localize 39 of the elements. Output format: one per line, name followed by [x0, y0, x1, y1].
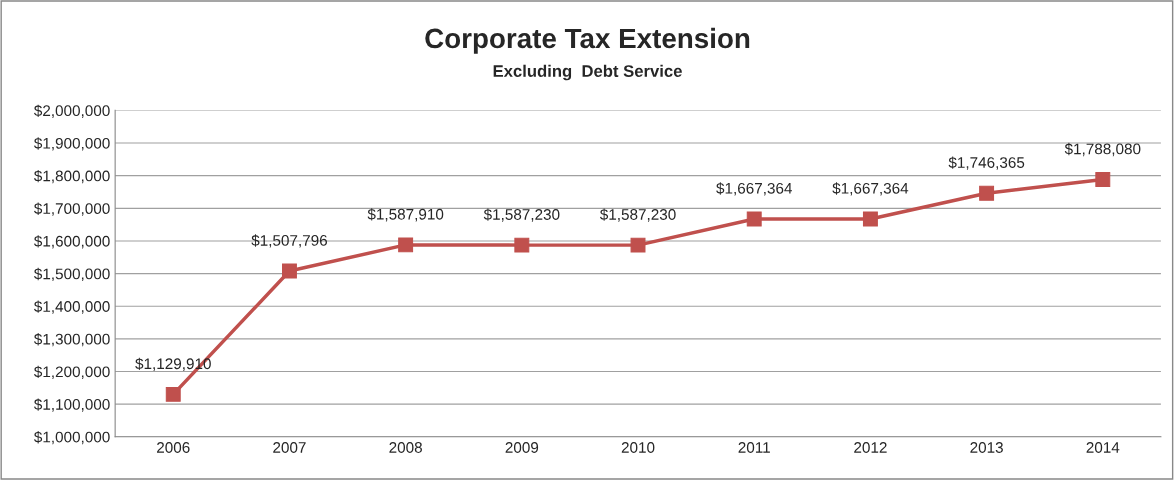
point — [630, 237, 646, 253]
point — [281, 263, 297, 279]
y-tick-label: $1,100,000 — [34, 398, 110, 412]
point — [862, 211, 878, 227]
data-label: $1,788,080 — [1064, 142, 1141, 157]
x-tick-label: 2014 — [1086, 442, 1120, 453]
data-label: $1,507,796 — [251, 234, 328, 248]
x-tick-label: 2010 — [621, 442, 655, 453]
data-label: $1,667,364 — [716, 182, 793, 196]
x-tick-label: 2013 — [970, 442, 1003, 453]
data-label: $1,587,230 — [599, 208, 676, 222]
x-tick-label: 2011 — [738, 442, 770, 453]
x-tick-label: 2006 — [157, 442, 190, 453]
point — [398, 237, 414, 253]
point — [514, 237, 530, 253]
point — [165, 386, 181, 402]
data-label: $1,587,230 — [483, 208, 560, 222]
y-tick-label: $1,800,000 — [34, 169, 110, 184]
chart-title: Corporate Tax Extension — [425, 27, 750, 54]
y-tick-label: $1,000,000 — [34, 431, 110, 445]
chart-subtitle: Excluding Debt Service — [493, 64, 682, 81]
x-tick-label: 2008 — [389, 442, 422, 453]
y-tick-label: $1,500,000 — [34, 267, 110, 282]
point — [1095, 172, 1111, 188]
y-tick-label: $1,300,000 — [34, 333, 110, 347]
y-tick-label: $1,700,000 — [34, 202, 110, 216]
x-tick-label: 2009 — [505, 442, 539, 453]
y-tick-label: $1,600,000 — [34, 235, 110, 249]
x-tick-label: 2012 — [854, 442, 887, 453]
x-tick-label: 2007 — [273, 442, 306, 453]
y-tick-label: $1,400,000 — [34, 300, 110, 314]
y-tick-label: $1,900,000 — [34, 137, 110, 151]
data-label: $1,746,365 — [948, 156, 1025, 170]
point — [979, 185, 995, 201]
y-tick-label: $1,200,000 — [34, 365, 110, 380]
data-label: $1,667,364 — [832, 182, 909, 196]
y-tick-label: $2,000,000 — [34, 104, 110, 118]
data-label: $1,587,910 — [367, 208, 444, 222]
point — [746, 211, 762, 227]
